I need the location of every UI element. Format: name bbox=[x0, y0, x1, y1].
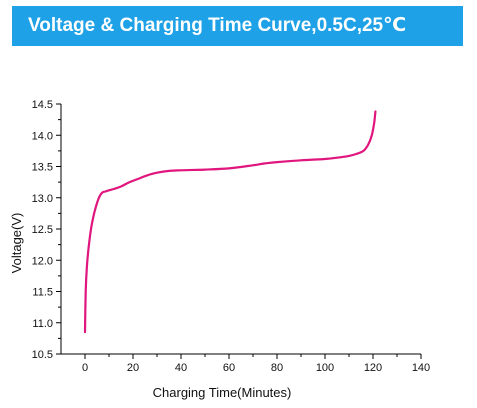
y-axis-label: Voltage(V) bbox=[9, 213, 24, 274]
y-tick-label: 10.5 bbox=[32, 349, 53, 361]
x-tick-label: 80 bbox=[271, 362, 283, 374]
y-tick-label: 14.5 bbox=[32, 99, 53, 111]
y-tick-label: 14.0 bbox=[32, 130, 53, 142]
y-tick-label: 11.5 bbox=[32, 287, 53, 299]
y-tick-label: 12.5 bbox=[32, 224, 53, 236]
y-tick-label: 12.0 bbox=[32, 255, 53, 267]
y-tick-label: 11.0 bbox=[32, 318, 53, 330]
x-tick-label: 140 bbox=[412, 362, 430, 374]
x-tick-label: 60 bbox=[223, 362, 235, 374]
x-tick-label: 40 bbox=[175, 362, 187, 374]
chart-title: Voltage & Charging Time Curve,0.5C,25℃ bbox=[28, 15, 407, 36]
title-banner: Voltage & Charging Time Curve,0.5C,25℃ bbox=[12, 6, 463, 46]
x-tick-label: 100 bbox=[316, 362, 334, 374]
ticks: 0 20 40 60 80 100 120 140 10.5 11.0 11.5 12.0 12.5 13… bbox=[32, 99, 431, 374]
x-tick-label: 120 bbox=[364, 362, 382, 374]
y-tick-label: 13.0 bbox=[32, 193, 53, 205]
x-axis-label: Charging Time(Minutes) bbox=[153, 385, 292, 400]
x-tick-label: 0 bbox=[82, 362, 88, 374]
axes bbox=[60, 104, 421, 355]
y-tick-label: 13.5 bbox=[32, 162, 53, 174]
voltage-curve bbox=[83, 110, 377, 334]
x-tick-label: 20 bbox=[127, 362, 139, 374]
